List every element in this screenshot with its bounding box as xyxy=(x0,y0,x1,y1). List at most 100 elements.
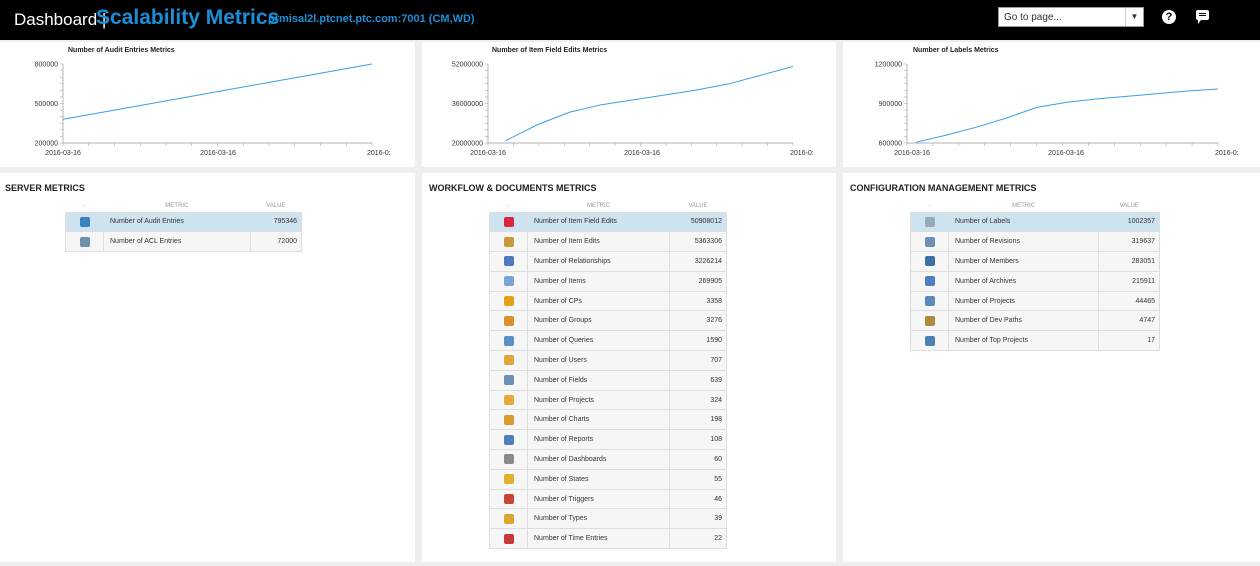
icon-cell xyxy=(489,389,528,411)
workflow-metrics-panel: WORKFLOW & DOCUMENTS METRICS - METRIC VALU… xyxy=(422,173,836,562)
groups-icon xyxy=(503,315,514,326)
table-row[interactable]: Number of Revisions 319637 xyxy=(910,231,1160,253)
table-row[interactable]: Number of Projects 324 xyxy=(489,389,728,411)
x-tick-label: 2016-03-16 xyxy=(624,150,660,157)
page-title: Scalability Metrics xyxy=(96,6,280,29)
config-metrics-table: - METRIC VALUE Number of Labels 1002357 Numbe… xyxy=(910,200,1160,352)
table-row[interactable]: Number of Item Edits 5363306 xyxy=(489,231,728,253)
metric-name: Number of Dev Paths xyxy=(947,310,1100,332)
table-row[interactable]: Number of Queries 1590 xyxy=(489,330,728,352)
icon-cell xyxy=(65,231,104,253)
column-header[interactable]: - xyxy=(507,202,510,209)
go-to-page-select[interactable]: Go to page... ▼ xyxy=(998,7,1144,27)
metric-name: Number of Reports xyxy=(527,429,670,451)
metric-value: 39 xyxy=(668,508,728,530)
table-row[interactable]: Number of Item Field Edits 50908012 xyxy=(489,211,728,233)
table-row[interactable]: Number of ACL Entries 72000 xyxy=(65,231,303,253)
server-metrics-panel: SERVER METRICS - METRIC VALUE Number of Aud… xyxy=(0,173,415,562)
table-row[interactable]: Number of Dev Paths 4747 xyxy=(910,310,1160,332)
column-header[interactable]: - xyxy=(83,202,86,209)
column-header[interactable]: VALUE xyxy=(688,202,708,209)
column-header[interactable]: VALUE xyxy=(1119,202,1139,209)
dashboards-icon xyxy=(503,454,514,465)
table-row[interactable]: Number of States 55 xyxy=(489,468,728,490)
metric-value: 319637 xyxy=(1098,231,1160,253)
triggers-icon xyxy=(503,494,514,505)
table-row[interactable]: Number of Top Projects 17 xyxy=(910,330,1160,352)
icon-cell xyxy=(489,468,528,490)
metric-name: Number of Projects xyxy=(947,290,1100,312)
series-line xyxy=(62,63,373,120)
table-row[interactable]: Number of Projects 44465 xyxy=(910,290,1160,312)
table-row[interactable]: Number of Dashboards 60 xyxy=(489,449,728,470)
metric-value: 22 xyxy=(668,528,728,550)
icon-cell xyxy=(489,231,528,253)
metric-name: Number of States xyxy=(527,468,670,490)
metric-value: 324 xyxy=(668,389,728,411)
table-row[interactable]: Number of Types 39 xyxy=(489,508,728,530)
metric-value: 269905 xyxy=(668,270,728,292)
help-icon[interactable]: ? xyxy=(1162,10,1176,24)
server-metrics-table: - METRIC VALUE Number of Audit Entries 79534… xyxy=(65,200,303,253)
icon-cell xyxy=(489,449,528,470)
column-header[interactable]: - xyxy=(928,202,931,209)
feedback-icon[interactable] xyxy=(1196,10,1209,24)
icon-cell xyxy=(489,211,528,233)
metric-value: 707 xyxy=(668,350,728,371)
column-header[interactable]: METRIC xyxy=(1012,202,1036,209)
y-tick-label: 36000000 xyxy=(452,101,483,108)
x-tick-label: 2016-03-16 xyxy=(894,150,930,157)
table-row[interactable]: Number of Audit Entries 795346 xyxy=(65,211,303,233)
icon-cell xyxy=(489,330,528,352)
icon-cell xyxy=(489,528,528,550)
labels-chart: 1200000 900000 600000 2016-03-16 2016-03-16 2… xyxy=(875,62,1239,158)
table-row[interactable]: Number of Members 283051 xyxy=(910,251,1160,272)
item-edits-icon xyxy=(503,236,514,247)
table-row[interactable]: Number of Triggers 46 xyxy=(489,488,728,510)
table-row[interactable]: Number of Items 269905 xyxy=(489,270,728,292)
y-tick-label: 20000000 xyxy=(452,141,483,148)
audit-entries-chart: 800000 500000 200000 2016-03-16 2016-03-16 20… xyxy=(35,62,391,158)
table-row[interactable]: Number of Fields 639 xyxy=(489,369,728,391)
column-header[interactable]: VALUE xyxy=(266,202,286,209)
x-tick-label: 2016-03-16 xyxy=(470,150,506,157)
fields-icon xyxy=(503,375,514,386)
chart-title: Number of Labels Metrics xyxy=(913,47,999,54)
metric-value: 198 xyxy=(668,409,728,431)
column-header[interactable]: METRIC xyxy=(165,202,189,209)
icon-cell xyxy=(489,429,528,451)
table-row[interactable]: Number of CPs 3358 xyxy=(489,290,728,312)
table-row[interactable]: Number of Users 707 xyxy=(489,350,728,371)
metric-value: 283051 xyxy=(1098,251,1160,272)
projects-icon xyxy=(503,395,514,406)
go-to-page-label: Go to page... xyxy=(1004,12,1062,23)
table-row[interactable]: Number of Relationships 3226214 xyxy=(489,251,728,272)
top-projects-icon xyxy=(924,335,935,346)
chevron-down-icon[interactable]: ▼ xyxy=(1125,8,1143,26)
metric-name: Number of Users xyxy=(527,350,670,371)
y-tick-label: 500000 xyxy=(35,101,58,108)
y-tick-label: 600000 xyxy=(879,141,902,148)
table-row[interactable]: Number of Archives 215911 xyxy=(910,270,1160,292)
states-icon xyxy=(503,474,514,485)
metric-name: Number of Triggers xyxy=(527,488,670,510)
table-row[interactable]: Number of Charts 198 xyxy=(489,409,728,431)
table-row[interactable]: Number of Labels 1002357 xyxy=(910,211,1160,233)
audit-entries-icon xyxy=(79,216,90,227)
column-header[interactable]: METRIC xyxy=(586,202,610,209)
y-tick-label: 900000 xyxy=(879,101,902,108)
metric-name: Number of Item Field Edits xyxy=(527,211,670,233)
labels-icon xyxy=(924,216,935,227)
chart-title: Number of Item Field Edits Metrics xyxy=(492,47,608,54)
icon-cell xyxy=(910,251,949,272)
metric-value: 108 xyxy=(668,429,728,451)
cm-projects-icon xyxy=(924,296,935,307)
table-row[interactable]: Number of Groups 3276 xyxy=(489,310,728,332)
icon-cell xyxy=(910,231,949,253)
table-row[interactable]: Number of Time Entries 22 xyxy=(489,528,728,550)
metric-value: 1002357 xyxy=(1098,211,1160,233)
metric-value: 795346 xyxy=(249,211,303,233)
icon-cell xyxy=(910,211,949,233)
table-row[interactable]: Number of Reports 108 xyxy=(489,429,728,451)
metric-name: Number of Items xyxy=(527,270,670,292)
